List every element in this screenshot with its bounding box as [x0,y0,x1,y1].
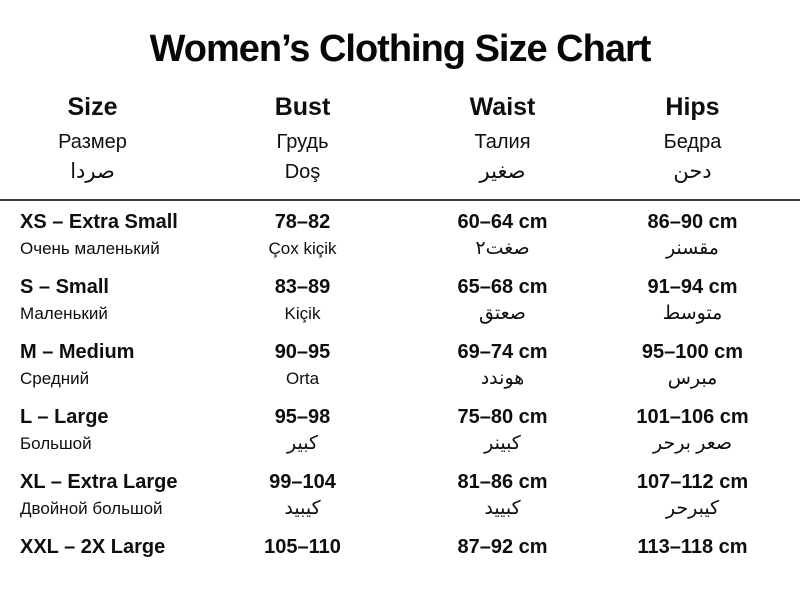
column-header-bust-ru: Грудь [276,131,329,153]
hips-cell: 101–106 cm صعر برحر [585,405,800,464]
column-header-hips: Hips Бедра دحن [585,93,800,184]
waist-value: 87–92 cm [457,536,548,558]
size-cell: XS – Extra Small Очень маленький [0,210,185,269]
size-translation: Очень маленький [20,239,160,258]
hips-translation: كيبرحر [665,498,720,519]
size-value: XS – Extra Small [20,211,178,233]
bust-translation: كيبيد [284,498,321,519]
bust-translation: Kiçik [284,304,321,323]
size-cell: M – Medium Средний [0,340,185,399]
bust-value: 83–89 [274,276,331,298]
bust-translation: كبير [287,433,318,454]
column-header-waist-en: Waist [469,93,536,121]
column-header-size-ar: صردا [70,160,115,183]
bust-cell: 78–82 Çox kiçik [185,210,420,269]
bust-value: 78–82 [274,211,331,233]
table-row-l: L – Large Большой 95–98 كبير 75–80 cm كب… [0,399,800,464]
waist-translation: كبييد [484,498,521,519]
column-header-size-ru: Размер [58,131,127,153]
size-value: XL – Extra Large [20,471,178,493]
bust-translation: Çox kiçik [268,239,337,258]
column-header-waist-ar: صغير [479,160,526,183]
size-value: S – Small [20,276,109,298]
size-value: XXL – 2X Large [20,536,166,558]
column-header-size: Size Размер صردا [0,93,185,184]
column-header-waist: Waist Талия صغير [420,93,585,184]
hips-cell: 95–100 cm مبرس [585,340,800,399]
bust-cell: 83–89 Kiçik [185,275,420,334]
waist-value: 60–64 cm [457,211,548,233]
table-row-s: S – Small Маленький 83–89 Kiçik 65–68 cm… [0,269,800,334]
bust-cell: 99–104 كيبيد [185,470,420,529]
waist-cell: 81–86 cm كبييد [420,470,585,529]
table-row-xs: XS – Extra Small Очень маленький 78–82 Ç… [0,204,800,269]
hips-cell: 86–90 cm مقسنر [585,210,800,269]
hips-cell: 107–112 cm كيبرحر [585,470,800,529]
hips-value: 91–94 cm [647,276,738,298]
header-divider [0,199,800,201]
size-value: L – Large [20,406,109,428]
table-row-xl: XL – Extra Large Двойной большой 99–104 … [0,464,800,529]
bust-value: 95–98 [274,406,331,428]
table-row-xxl: XXL – 2X Large 105–110 87–92 cm 113–118 … [0,529,800,594]
hips-cell: 113–118 cm [585,535,800,594]
table-body: XS – Extra Small Очень маленький 78–82 Ç… [0,204,800,594]
hips-translation: مبرس [667,368,718,389]
waist-value: 75–80 cm [457,406,548,428]
size-cell: S – Small Маленький [0,275,185,334]
waist-value: 65–68 cm [457,276,548,298]
column-header-size-en: Size [67,93,118,121]
size-translation: Двойной большой [20,499,163,518]
bust-value: 99–104 [269,471,336,493]
size-cell: XXL – 2X Large [0,535,185,594]
waist-value: 69–74 cm [457,341,548,363]
hips-value: 86–90 cm [647,211,738,233]
column-header-hips-ru: Бедра [663,131,722,153]
size-value: M – Medium [20,341,135,363]
hips-value: 95–100 cm [641,341,744,363]
table-header: Size Размер صردا Bust Грудь Doş Waist Та… [0,93,800,184]
column-header-bust-en: Bust [274,93,331,121]
column-header-hips-en: Hips [665,93,720,121]
bust-cell: 95–98 كبير [185,405,420,464]
waist-cell: 87–92 cm [420,535,585,594]
column-header-bust-az: Doş [284,161,321,183]
size-cell: XL – Extra Large Двойной большой [0,470,185,529]
size-translation: Средний [20,369,90,388]
column-header-bust: Bust Грудь Doş [185,93,420,184]
hips-translation: متوسط [662,303,723,324]
hips-value: 101–106 cm [636,406,749,428]
hips-cell: 91–94 cm متوسط [585,275,800,334]
table-row-m: M – Medium Средний 90–95 Orta 69–74 cm ه… [0,334,800,399]
hips-translation: صعر برحر [652,433,733,454]
hips-translation: مقسنر [666,238,719,259]
bust-cell: 105–110 [185,535,420,594]
size-translation: Большой [20,434,92,453]
bust-cell: 90–95 Orta [185,340,420,399]
size-translation: Маленький [20,304,108,323]
waist-cell: 60–64 cm صغت٢ [420,210,585,269]
waist-translation: صعتق [479,303,526,324]
column-header-hips-ar: دحن [673,160,712,183]
waist-translation: هوندد [480,368,525,389]
bust-translation: Orta [285,369,320,388]
waist-value: 81–86 cm [457,471,548,493]
waist-translation: كبينر [484,433,521,454]
page-title: Women’s Clothing Size Chart [149,28,652,70]
column-header-waist-ru: Талия [474,131,531,153]
bust-value: 105–110 [264,536,341,558]
waist-cell: 65–68 cm صعتق [420,275,585,334]
size-cell: L – Large Большой [0,405,185,464]
bust-value: 90–95 [274,341,331,363]
hips-value: 107–112 cm [636,471,749,493]
waist-cell: 69–74 cm هوندد [420,340,585,399]
hips-value: 113–118 cm [637,536,748,558]
waist-cell: 75–80 cm كبينر [420,405,585,464]
waist-translation: صغت٢ [475,238,530,259]
